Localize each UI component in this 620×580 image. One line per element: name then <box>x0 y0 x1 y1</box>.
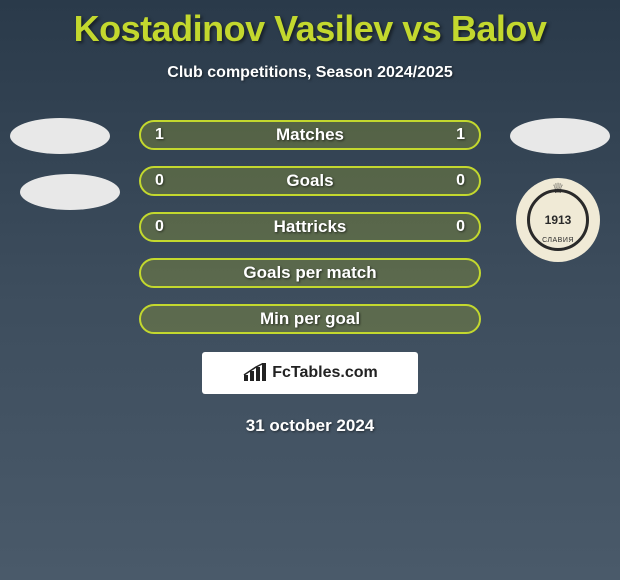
subtitle: Club competitions, Season 2024/2025 <box>0 64 620 82</box>
stat-row-min-per-goal: Min per goal <box>139 304 481 334</box>
attribution-badge[interactable]: FcTables.com <box>202 352 418 394</box>
stat-row-goals-per-match: Goals per match <box>139 258 481 288</box>
stat-right-value: 0 <box>445 218 465 236</box>
stat-label: Matches <box>276 125 344 145</box>
stat-left-value: 1 <box>155 126 175 144</box>
stat-label: Min per goal <box>260 309 360 329</box>
stat-left-value: 0 <box>155 172 175 190</box>
stat-label: Goals <box>286 171 333 191</box>
stat-row-matches: 1 Matches 1 <box>139 120 481 150</box>
stats-container: 1 Matches 1 0 Goals 0 0 Hattricks 0 Goal… <box>0 120 620 334</box>
stat-label: Goals per match <box>243 263 376 283</box>
stat-right-value: 1 <box>445 126 465 144</box>
attribution-text: FcTables.com <box>272 364 378 382</box>
date-line: 31 october 2024 <box>0 416 620 436</box>
page-title: Kostadinov Vasilev vs Balov <box>0 0 620 50</box>
stat-row-hattricks: 0 Hattricks 0 <box>139 212 481 242</box>
stat-label: Hattricks <box>274 217 347 237</box>
stat-left-value: 0 <box>155 218 175 236</box>
stat-row-goals: 0 Goals 0 <box>139 166 481 196</box>
stat-right-value: 0 <box>445 172 465 190</box>
bar-chart-icon <box>242 363 268 383</box>
